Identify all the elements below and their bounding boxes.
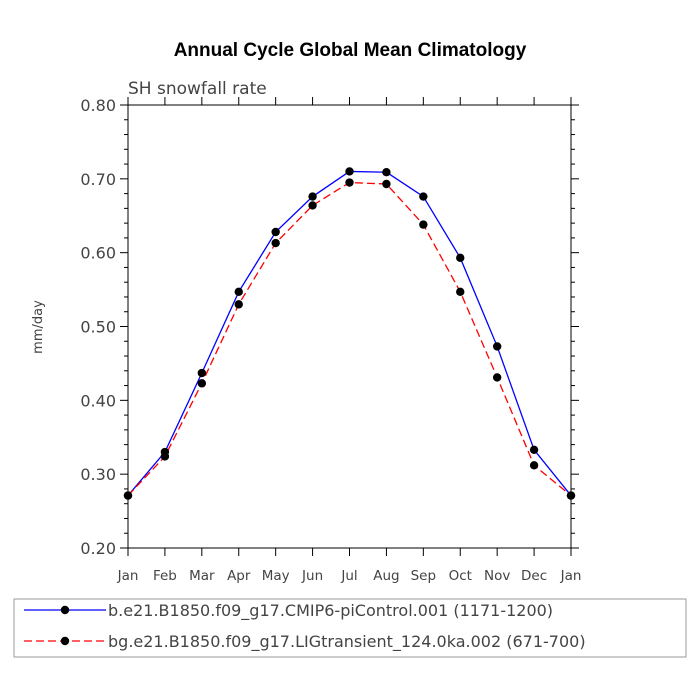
x-tick-label: Jan <box>117 568 139 584</box>
axes: 0.20 0.30 0.40 0.50 0.60 0.70 0.80 Jan Feb Mar Apr… <box>80 96 581 584</box>
chart-title: Annual Cycle Global Mean Climatology <box>174 40 527 61</box>
y-tick-label: 0.30 <box>80 465 116 484</box>
x-tick-label: Apr <box>227 568 251 584</box>
series-2-point <box>419 220 428 229</box>
legend: b.e21.B1850.f09_g17.CMIP6-piControl.001 … <box>24 601 586 652</box>
series-2-point <box>382 179 391 189</box>
y-axis-label: mm/day <box>31 300 46 354</box>
series-1-point <box>234 287 243 296</box>
y-tick-label: 0.50 <box>80 318 116 337</box>
series-layer <box>123 167 576 500</box>
x-tick-label: May <box>262 568 290 584</box>
series-2-point <box>197 379 207 388</box>
series-1-point <box>529 445 539 455</box>
series-1-point <box>271 227 280 237</box>
x-tick-label: Aug <box>373 568 399 584</box>
series-2-point <box>492 373 502 382</box>
y-tick-label: 0.20 <box>80 539 116 558</box>
series-2-point <box>456 287 465 296</box>
series-2-point <box>123 491 133 500</box>
x-tick-label: Jul <box>340 568 357 584</box>
series-1-point <box>419 192 428 201</box>
series-1-point <box>308 192 317 201</box>
series-2-point <box>234 300 243 309</box>
series-1-point <box>456 253 465 263</box>
series-line-1 <box>127 170 572 496</box>
legend-label-2: bg.e21.B1850.f09_g17.LIGtransient_124.0k… <box>108 632 586 652</box>
x-tick-label: Jan <box>560 568 582 584</box>
x-tick-label: Feb <box>153 568 177 584</box>
series-1-point <box>197 368 207 378</box>
x-tick-label: Oct <box>449 568 472 584</box>
series-2-point <box>160 452 170 461</box>
y-tick-label: 0.80 <box>80 96 116 115</box>
series-1-point <box>345 167 354 176</box>
series-2-point <box>529 461 539 470</box>
legend-swatch-marker-2 <box>60 636 70 646</box>
x-tick-label: Mar <box>189 568 215 584</box>
y-tick-label: 0.60 <box>80 244 116 263</box>
series-2-point <box>308 201 317 210</box>
y-tick-label: 0.70 <box>80 170 116 189</box>
x-tick-label: Dec <box>521 568 547 584</box>
y-tick-label: 0.40 <box>80 391 116 410</box>
series-line-2 <box>127 181 572 497</box>
x-tick-label: Nov <box>484 568 510 584</box>
series-2-point <box>345 178 354 187</box>
legend-label-1: b.e21.B1850.f09_g17.CMIP6-piControl.001 … <box>108 601 553 621</box>
legend-swatch-marker-1 <box>60 605 70 615</box>
legend-box <box>13 598 687 658</box>
series-1-point <box>382 167 391 177</box>
chart-subtitle: SH snowfall rate <box>128 79 267 99</box>
x-tick-label: Jun <box>301 568 323 584</box>
series-2-point <box>271 238 280 248</box>
series-1-point <box>492 342 502 351</box>
x-tick-label: Sep <box>411 568 436 584</box>
series-2-point <box>566 491 576 500</box>
